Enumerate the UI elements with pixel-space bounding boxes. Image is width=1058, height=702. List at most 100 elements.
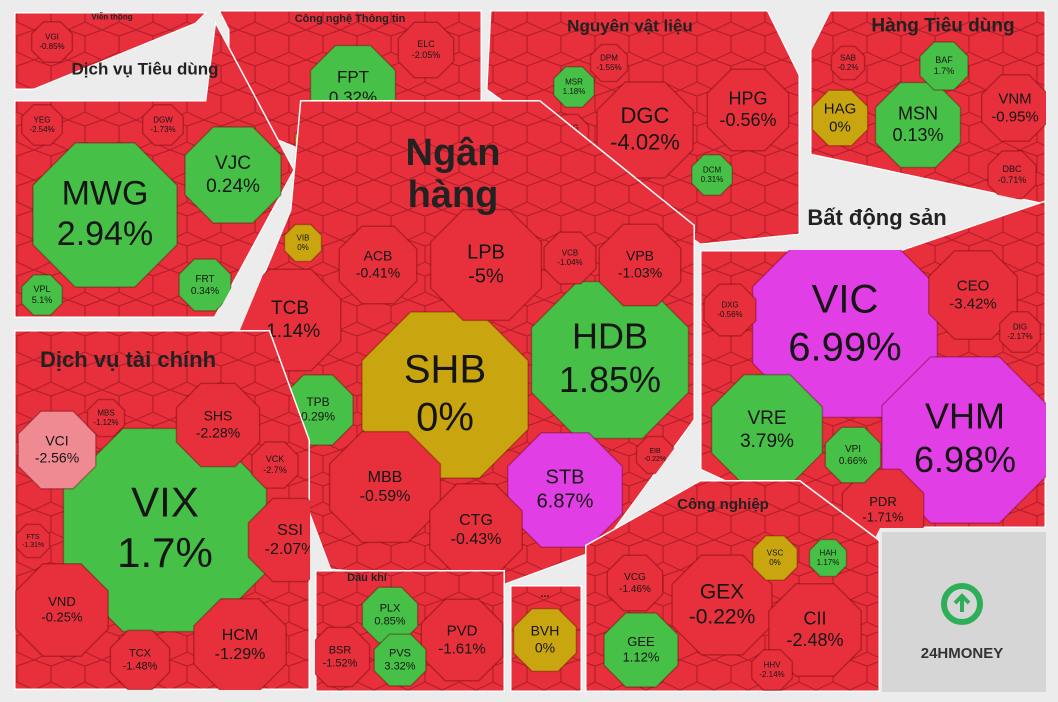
value-label: -0.43% <box>451 531 502 548</box>
sector-title: Dịch vụ tài chính <box>39 346 217 372</box>
cell <box>606 554 664 612</box>
ticker: DCM <box>703 165 722 174</box>
value-label: -0.25% <box>41 609 83 624</box>
value-label: -0.2% <box>838 63 859 72</box>
cell <box>178 258 232 312</box>
ticker: BSR <box>329 645 352 657</box>
cell <box>750 648 794 692</box>
cell <box>315 626 371 688</box>
ticker: VHM <box>925 396 1005 437</box>
value-label: -2.17% <box>1007 332 1032 341</box>
cell <box>32 142 178 288</box>
ticker: SHB <box>404 347 486 391</box>
cell <box>927 249 1019 341</box>
value-label: -5% <box>468 266 504 288</box>
cell <box>881 356 1046 524</box>
value-label: 1.18% <box>563 87 586 96</box>
value-label: -0.56% <box>717 310 742 319</box>
value-label: 0.29% <box>301 410 335 424</box>
ticker: VIB <box>297 233 310 242</box>
value-label: 1.85% <box>559 359 661 400</box>
sector-title: Ngân hàng <box>405 132 501 216</box>
sector: SHB0%HDB1.85%STB6.87%LPB-5%TCB-1.14%ACB-… <box>240 100 695 585</box>
value-label: 3.79% <box>740 431 794 452</box>
ticker: MBS <box>97 408 114 417</box>
ticker: ACB <box>364 248 393 264</box>
ticker: VCI <box>45 433 68 449</box>
sector-title: Nguyên vật liệu <box>567 16 693 36</box>
ticker: VIC <box>812 277 879 321</box>
ticker: VCB <box>562 248 578 257</box>
cell <box>598 223 682 307</box>
ticker: HPG <box>728 88 767 108</box>
cell <box>589 43 629 83</box>
ticker: LPB <box>467 242 505 264</box>
ticker: MWG <box>62 174 149 212</box>
value-label: -3.42% <box>949 295 997 312</box>
value-label: -1.03% <box>618 264 662 280</box>
ticker: CII <box>803 608 826 628</box>
value-label: -0.85% <box>39 42 64 51</box>
value-label: -2.14% <box>759 670 784 679</box>
value-label: 1.7% <box>934 66 955 76</box>
value-label: -1.29% <box>215 646 266 663</box>
value-label: -1.46% <box>619 584 651 595</box>
cell <box>338 225 418 305</box>
ticker: VRE <box>747 408 786 429</box>
cell <box>998 310 1042 354</box>
value-label: 1.12% <box>623 649 660 664</box>
sector-title: Bất động sản <box>807 204 947 230</box>
ticker: DGC <box>621 103 670 128</box>
cell <box>530 280 690 440</box>
cell <box>15 523 51 559</box>
value-label: -1.61% <box>438 640 486 657</box>
ticker: MSN <box>898 103 938 123</box>
value-label: -2.7% <box>263 465 287 475</box>
cell <box>328 430 442 544</box>
cell <box>919 41 969 91</box>
value-label: 5.1% <box>32 295 53 305</box>
value-label: 6.99% <box>788 325 901 369</box>
cell <box>20 103 64 147</box>
cell <box>373 633 427 687</box>
ticker: VGI <box>45 32 59 41</box>
cell <box>596 81 694 179</box>
value-label: -1.55% <box>596 63 621 72</box>
value-label: -1.04% <box>557 258 582 267</box>
ticker: HCM <box>222 627 258 644</box>
cell <box>751 231 939 419</box>
ticker: HAG <box>824 100 857 117</box>
ticker: VIX <box>131 479 199 526</box>
ticker: PVD <box>447 622 478 639</box>
value-label: 0.24% <box>206 176 260 197</box>
cell <box>420 598 504 682</box>
value-label: -0.59% <box>360 488 411 505</box>
cell <box>506 431 624 549</box>
sector-title: Dầu khí <box>347 571 387 584</box>
cell <box>830 45 866 81</box>
ticker: TPB <box>306 395 329 409</box>
ticker: DBC <box>1002 164 1022 174</box>
cell <box>690 153 734 197</box>
cell <box>251 441 299 489</box>
ticker: PVS <box>389 648 411 660</box>
ticker: STB <box>546 467 585 489</box>
value-label: 1.17% <box>817 558 840 567</box>
ticker: SSI <box>277 522 303 539</box>
ticker: GEE <box>627 634 655 649</box>
ticker: FRT <box>195 274 214 285</box>
value-label: -2.07% <box>265 541 316 558</box>
cell <box>811 89 869 147</box>
ticker: YEG <box>34 115 51 124</box>
value-label: -1.31% <box>22 542 44 549</box>
ticker: VCG <box>624 572 646 583</box>
ticker: BAF <box>935 55 953 65</box>
value-label: -1.12% <box>93 418 118 427</box>
value-label: -0.71% <box>998 175 1027 185</box>
value-label: -2.54% <box>29 125 54 134</box>
